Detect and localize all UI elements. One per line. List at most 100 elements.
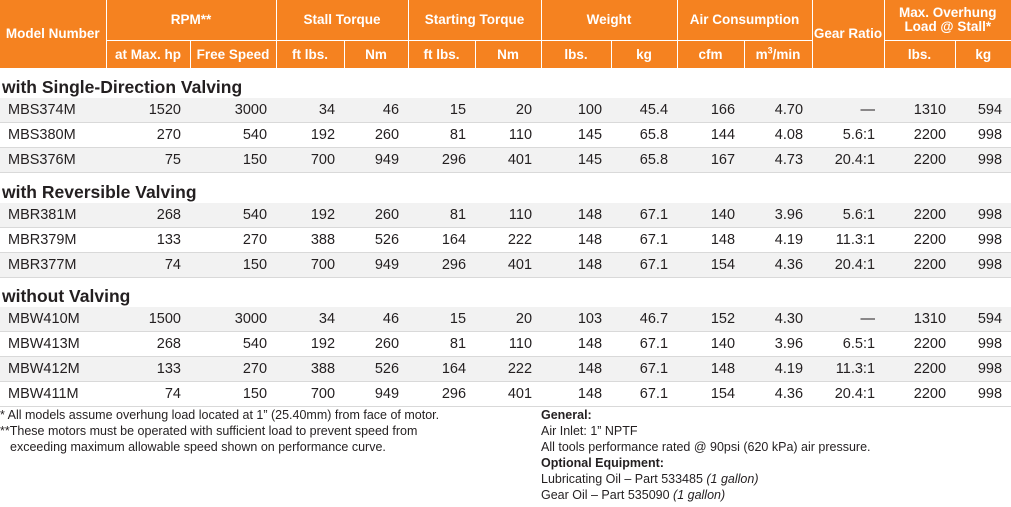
header-air-cfm: cfm: [677, 40, 745, 68]
table-cell: 1310: [884, 98, 956, 123]
performance-table: Model Number RPM** Stall Torque Starting…: [0, 0, 1011, 407]
table-cell: 20: [475, 307, 542, 332]
table-cell: 4.19: [744, 227, 813, 253]
table-cell: 67.1: [611, 252, 678, 278]
table-row: MBW411M 74 150 700 949 296 401 148 67.1 154 4.36 20…: [0, 381, 1011, 407]
table-cell: 110: [475, 122, 542, 148]
table-cell: 67.1: [611, 227, 678, 253]
table-cell: 20: [475, 98, 542, 123]
table-cell: 998: [955, 356, 1011, 382]
table-cell: 949: [344, 381, 409, 407]
table-cell: 2200: [884, 331, 956, 357]
table-cell: 3.96: [744, 202, 813, 228]
section-header: with Single-Direction Valving: [0, 68, 1011, 98]
table-cell: 700: [276, 252, 345, 278]
table-cell: 594: [955, 98, 1011, 123]
gear-oil-item: Gear Oil – Part 535090 (1 gallon): [541, 487, 1011, 503]
table-cell: 148: [541, 331, 612, 357]
table-cell: 15: [408, 98, 476, 123]
table-cell: 401: [475, 252, 542, 278]
table-cell: —: [812, 98, 885, 123]
table-cell: 144: [677, 122, 745, 148]
table-row: MBS376M 75 150 700 949 296 401 145 65.8 167 4.73 20…: [0, 147, 1011, 173]
table-cell: 4.19: [744, 356, 813, 382]
table-cell: 110: [475, 331, 542, 357]
table-cell: 20.4:1: [812, 381, 885, 407]
table-cell: 150: [190, 147, 277, 173]
section-title: with Single-Direction Valving: [2, 77, 243, 97]
table-cell: 148: [541, 227, 612, 253]
table-cell: 540: [190, 331, 277, 357]
table-cell: 1310: [884, 307, 956, 332]
table-cell: 140: [677, 202, 745, 228]
table-cell: 148: [541, 356, 612, 382]
header-weight: Weight: [541, 0, 678, 41]
table-cell: 4.70: [744, 98, 813, 123]
table-cell: 4.30: [744, 307, 813, 332]
lubricating-oil-part: Lubricating Oil – Part 533485: [541, 472, 707, 486]
table-cell: 388: [276, 227, 345, 253]
table-cell: 594: [955, 307, 1011, 332]
table-cell: 270: [190, 356, 277, 382]
table-cell: 65.8: [611, 147, 678, 173]
header-gear-ratio: Gear Ratio: [812, 0, 885, 68]
table-cell: 192: [276, 331, 345, 357]
footnote-speed-line1: **These motors must be operated with suf…: [0, 424, 418, 438]
header-rpm: RPM**: [106, 0, 277, 41]
footnotes: * All models assume overhung load locate…: [0, 407, 540, 455]
table-cell: 192: [276, 122, 345, 148]
table-cell: 81: [408, 331, 476, 357]
table-cell: 3000: [190, 98, 277, 123]
section-header: without Valving: [0, 277, 1011, 307]
section-title: without Valving: [2, 286, 131, 306]
header-stall-ftlbs: ft lbs.: [276, 40, 345, 68]
table-cell: 2200: [884, 202, 956, 228]
header-weight-kg: kg: [611, 40, 678, 68]
table-cell: 75: [106, 147, 190, 173]
section-header: with Reversible Valving: [0, 173, 1011, 203]
table-cell: 700: [276, 147, 345, 173]
table-cell: 145: [541, 122, 612, 148]
table-cell: —: [812, 307, 885, 332]
table-row: MBS374M 1520 3000 34 46 15 20 100 45.4 166 4.70—13…: [0, 98, 1011, 123]
table-cell: 260: [344, 122, 409, 148]
table-cell: 67.1: [611, 331, 678, 357]
header-rpm-free-speed: Free Speed: [190, 40, 277, 68]
table-cell: 222: [475, 227, 542, 253]
table-cell: 34: [276, 98, 345, 123]
m3-tail: /min: [772, 46, 801, 62]
table-cell: 998: [955, 122, 1011, 148]
table-cell: 5.6:1: [812, 202, 885, 228]
table-cell: 3.96: [744, 331, 813, 357]
table-cell: 4.73: [744, 147, 813, 173]
table-cell: 998: [955, 147, 1011, 173]
model-number-cell: MBW412M: [0, 356, 106, 382]
table-cell: 20.4:1: [812, 252, 885, 278]
model-number-cell: MBR377M: [0, 252, 106, 278]
header-air-m3min: m3/min: [744, 40, 813, 68]
table-cell: 2200: [884, 252, 956, 278]
general-heading: General:: [541, 408, 592, 422]
table-cell: 998: [955, 252, 1011, 278]
table-cell: 4.36: [744, 381, 813, 407]
table-cell: 164: [408, 356, 476, 382]
table-cell: 152: [677, 307, 745, 332]
table-cell: 949: [344, 252, 409, 278]
table-cell: 949: [344, 147, 409, 173]
table-cell: 268: [106, 202, 190, 228]
table-cell: 270: [106, 122, 190, 148]
table-cell: 526: [344, 227, 409, 253]
air-inlet-text: Air Inlet: 1” NPTF: [541, 424, 638, 438]
gear-oil-part: Gear Oil – Part 535090: [541, 488, 674, 502]
table-cell: 268: [106, 331, 190, 357]
table-cell: 6.5:1: [812, 331, 885, 357]
footnote-speed-line2: exceeding maximum allowable speed shown …: [10, 440, 386, 454]
table-cell: 133: [106, 356, 190, 382]
table-cell: 100: [541, 98, 612, 123]
optional-equipment-heading: Optional Equipment:: [541, 456, 664, 470]
table-cell: 140: [677, 331, 745, 357]
table-cell: 148: [541, 252, 612, 278]
table-cell: 148: [541, 381, 612, 407]
table-cell: 167: [677, 147, 745, 173]
table-cell: 15: [408, 307, 476, 332]
